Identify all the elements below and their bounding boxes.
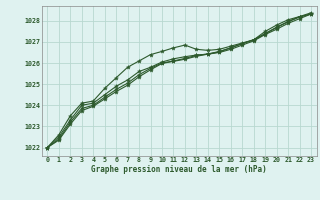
- X-axis label: Graphe pression niveau de la mer (hPa): Graphe pression niveau de la mer (hPa): [91, 165, 267, 174]
